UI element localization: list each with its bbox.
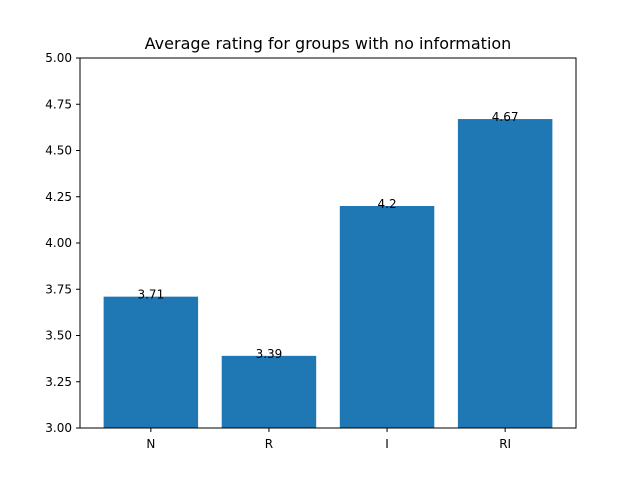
y-tick-label: 3.50 [45, 329, 72, 343]
bars-layer [103, 119, 553, 429]
bar-ri [457, 119, 553, 429]
bar-r [221, 355, 317, 428]
y-tick-label: 3.00 [45, 421, 72, 435]
x-tick-label-n: N [146, 437, 155, 451]
bar-i [339, 206, 435, 428]
y-tick-label: 5.00 [45, 51, 72, 65]
data-labels-layer: 3.71 3.39 4.2 4.67 [137, 110, 518, 361]
plot-frame [79, 57, 577, 429]
bar-n [103, 296, 199, 428]
data-label-n: 3.71 [137, 288, 164, 302]
data-label-i: 4.2 [378, 197, 397, 211]
chart-title: Average rating for groups with no inform… [145, 34, 512, 53]
data-label-r: 3.39 [256, 347, 283, 361]
y-tick-label: 3.25 [45, 375, 72, 389]
y-tick-label: 4.25 [45, 190, 72, 204]
x-axis: N R I RI [146, 428, 511, 451]
x-tick-label-r: R [265, 437, 273, 451]
y-tick-label: 3.75 [45, 282, 72, 296]
y-tick-label: 4.00 [45, 236, 72, 250]
y-tick-label: 4.50 [45, 144, 72, 158]
y-tick-label: 4.75 [45, 97, 72, 111]
y-axis: 3.00 3.25 3.50 3.75 4.00 4.25 4.50 4.75 5.00 [45, 51, 80, 435]
x-tick-label-i: I [385, 437, 389, 451]
x-tick-label-ri: RI [499, 437, 511, 451]
data-label-ri: 4.67 [492, 110, 519, 124]
